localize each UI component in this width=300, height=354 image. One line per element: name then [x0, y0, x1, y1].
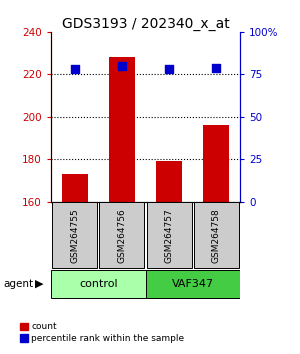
Bar	[99, 202, 144, 268]
Text: VAF347: VAF347	[172, 279, 214, 289]
Bar	[203, 125, 230, 202]
Text: GSM264755: GSM264755	[70, 208, 79, 263]
Bar	[109, 57, 135, 202]
Bar	[52, 202, 97, 268]
Legend: count, percentile rank within the sample: count, percentile rank within the sample	[20, 322, 184, 343]
Text: GSM264756: GSM264756	[117, 208, 126, 263]
Bar	[156, 161, 182, 202]
Bar	[51, 270, 146, 298]
Point	[119, 63, 124, 69]
Bar	[147, 202, 192, 268]
Text: agent: agent	[3, 279, 33, 289]
Title: GDS3193 / 202340_x_at: GDS3193 / 202340_x_at	[61, 17, 230, 31]
Point	[214, 65, 219, 70]
Bar	[194, 202, 239, 268]
Bar	[146, 270, 240, 298]
Point	[72, 67, 77, 72]
Bar	[61, 174, 88, 202]
Text: GSM264757: GSM264757	[165, 208, 174, 263]
Point	[167, 67, 172, 72]
Text: GSM264758: GSM264758	[212, 208, 221, 263]
Text: ▶: ▶	[35, 279, 43, 289]
Text: control: control	[79, 279, 118, 289]
